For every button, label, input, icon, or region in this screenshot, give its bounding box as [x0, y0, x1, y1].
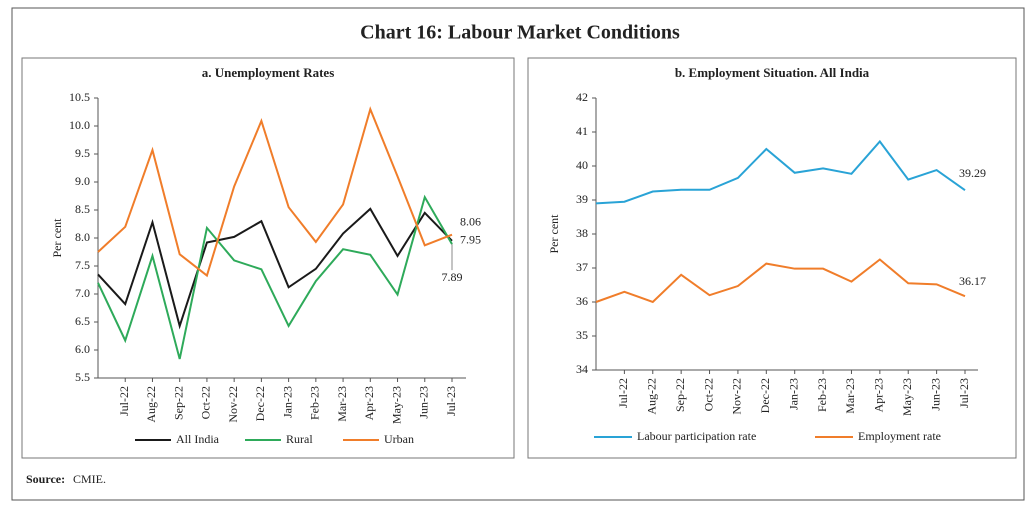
x-tick-label: Apr-23 [872, 378, 886, 412]
x-tick-label: Mar-23 [843, 378, 857, 414]
data-label: 39.29 [959, 166, 986, 180]
x-tick-label: Dec-22 [758, 378, 772, 413]
x-tick-label: Oct-22 [199, 386, 213, 419]
source: CMIE. [73, 472, 106, 486]
x-tick-label: Aug-22 [144, 386, 158, 423]
y-tick-label: 36 [576, 294, 588, 308]
x-tick-label: Jul-23 [444, 386, 458, 416]
x-tick-label: Jun-23 [928, 378, 942, 411]
x-tick-label: Sep-22 [673, 378, 687, 412]
legend-label: Employment rate [858, 429, 941, 443]
x-tick-label: Apr-23 [362, 386, 376, 420]
x-tick-label: Mar-23 [335, 386, 349, 422]
y-axis-label: Per cent [547, 214, 561, 254]
y-tick-label: 7.0 [75, 286, 90, 300]
y-axis-label: Per cent [50, 218, 64, 258]
x-tick-label: Sep-22 [171, 386, 185, 420]
legend-label: Labour participation rate [637, 429, 756, 443]
figure-title: Chart 16: Labour Market Conditions [360, 22, 680, 44]
line [97, 194, 453, 360]
x-tick-label: Nov-22 [226, 386, 240, 423]
y-tick-label: 8.0 [75, 230, 90, 244]
x-tick-label: Jan-23 [786, 378, 800, 410]
y-tick-label: 37 [576, 260, 588, 274]
y-tick-label: 42 [576, 90, 588, 104]
line [97, 207, 453, 330]
x-tick-label: Jun-23 [417, 386, 431, 419]
panel-title: b. Employment Situation. All India [675, 65, 870, 80]
y-tick-label: 10.5 [69, 90, 90, 104]
data-label: 7.89 [442, 270, 463, 284]
panel-title: a. Unemployment Rates [202, 65, 335, 80]
x-tick-label: Jan-23 [280, 386, 294, 418]
x-tick-label: Jul-22 [616, 378, 630, 408]
y-tick-label: 38 [576, 226, 588, 240]
y-tick-label: 5.5 [75, 370, 90, 384]
y-tick-label: 39 [576, 192, 588, 206]
data-label: 8.06 [460, 214, 481, 228]
line [595, 258, 966, 304]
y-tick-label: 40 [576, 158, 588, 172]
x-tick-label: Nov-22 [730, 378, 744, 415]
y-tick-label: 9.0 [75, 174, 90, 188]
x-tick-label: Dec-22 [253, 386, 267, 421]
x-tick-label: Jul-23 [957, 378, 971, 408]
y-tick-label: 8.5 [75, 202, 90, 216]
y-tick-label: 9.5 [75, 146, 90, 160]
y-tick-label: 41 [576, 124, 588, 138]
panel-frame [21, 57, 515, 459]
x-tick-label: Feb-23 [815, 378, 829, 412]
x-tick-label: Feb-23 [308, 386, 322, 420]
x-tick-label: Aug-22 [645, 378, 659, 415]
y-tick-label: 10.0 [69, 118, 90, 132]
x-tick-label: May-23 [900, 378, 914, 416]
y-tick-label: 35 [576, 328, 588, 342]
data-label: 36.17 [959, 274, 986, 288]
source-label: Source: [26, 472, 65, 486]
y-tick-label: 34 [576, 362, 588, 376]
y-tick-label: 6.5 [75, 314, 90, 328]
x-tick-label: May-23 [389, 386, 403, 424]
y-tick-label: 6.0 [75, 342, 90, 356]
line [595, 139, 966, 205]
legend-label: All India [176, 432, 220, 446]
legend-label: Urban [384, 432, 414, 446]
x-tick-label: Jul-22 [117, 386, 131, 416]
y-tick-label: 7.5 [75, 258, 90, 272]
panel-frame [527, 57, 1017, 459]
line [97, 106, 453, 278]
x-tick-label: Oct-22 [701, 378, 715, 411]
outer-frame [11, 7, 1025, 501]
data-label: 7.95 [460, 233, 481, 247]
legend-label: Rural [286, 432, 313, 446]
